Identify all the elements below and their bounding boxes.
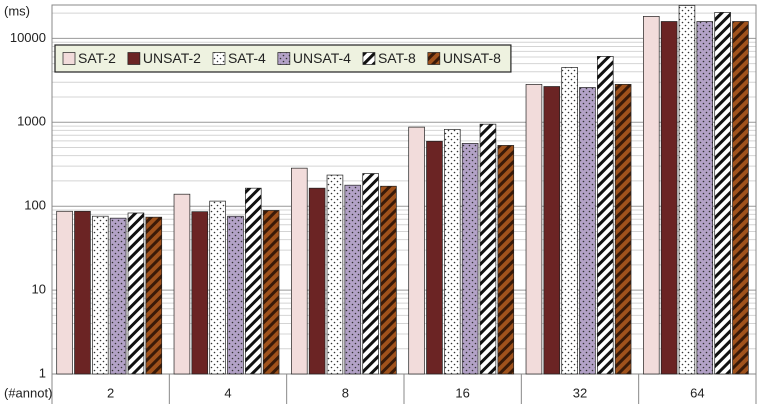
legend-swatch [212,52,226,65]
y-tick-label: 10000 [10,30,46,45]
legend-swatch [127,52,141,65]
legend-label: SAT-4 [228,50,266,66]
bar [145,216,163,375]
legend-label: UNSAT-8 [443,50,501,66]
legend-label: SAT-8 [378,50,416,66]
y-tick-label: 1000 [17,114,46,129]
bar [326,174,344,375]
bar [245,187,262,375]
x-tick-label: 64 [690,385,704,400]
legend-swatch [362,52,376,65]
y-tick-label: 100 [24,198,46,213]
y-tick-label: 10 [32,282,46,297]
legend-label: SAT-2 [78,50,116,66]
x-tick-label: 16 [455,385,469,400]
bar [173,193,191,375]
bar [660,21,678,375]
x-tick-label: 4 [224,385,231,400]
bar [479,123,497,375]
bar [543,86,561,375]
legend-label: UNSAT-2 [143,50,201,66]
y-axis-label: (ms) [4,3,30,18]
bar [461,143,479,375]
x-tick-label: 32 [573,385,587,400]
bar [56,210,73,375]
bar [696,21,714,375]
bar [714,12,731,375]
legend-swatch [427,52,441,65]
bar [497,145,515,375]
bar [408,126,425,375]
bar [291,167,308,375]
bar [362,173,379,375]
legend-swatch [62,52,76,65]
x-axis-label: (#annot) [4,385,52,400]
bar [561,67,578,375]
y-tick-label: 1 [39,365,46,380]
bar [227,215,244,375]
bar [444,128,461,375]
bar [127,212,145,375]
legend-swatch [277,52,291,65]
x-tick-label: 2 [107,385,114,400]
legend-label: UNSAT-4 [293,50,351,66]
bar [525,84,543,375]
bar [209,200,226,375]
bar [597,56,614,375]
bar [579,87,596,375]
bar [643,16,660,375]
legend: SAT-2 UNSAT-2 SAT-4 UNSAT-4 SAT-8 UNSAT-8 [54,44,512,73]
bar [732,21,749,375]
bar [426,140,443,375]
x-tick-label: 8 [342,385,349,400]
bar [678,5,696,375]
bar [614,84,632,375]
bar [308,187,326,375]
bar [74,210,91,375]
bar [262,210,280,375]
bar [344,184,362,375]
bar [191,211,209,375]
bar [380,185,397,375]
bar [92,215,109,375]
bar [109,217,127,375]
